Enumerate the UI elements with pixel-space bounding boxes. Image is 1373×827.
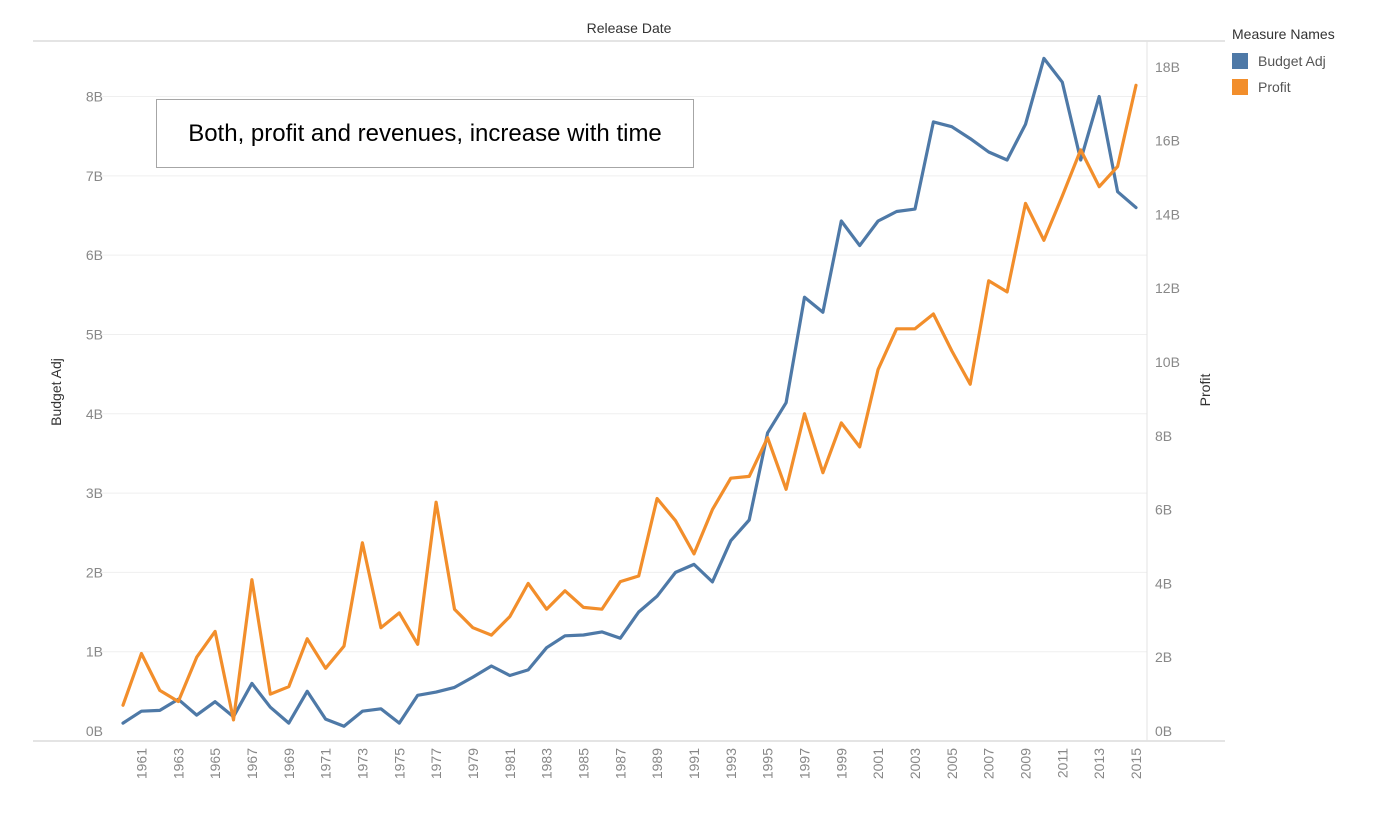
right-tick-label: 8B bbox=[1155, 428, 1172, 444]
series-lines bbox=[121, 56, 1138, 728]
left-tick-label: 7B bbox=[86, 168, 103, 184]
legend-item-budget-adj[interactable]: Budget Adj bbox=[1232, 48, 1335, 74]
right-tick-label: 2B bbox=[1155, 649, 1172, 665]
x-tick-label: 2015 bbox=[1128, 748, 1144, 779]
x-tick-label: 1969 bbox=[281, 748, 297, 779]
x-tick-label: 1999 bbox=[833, 748, 849, 779]
gridlines bbox=[100, 96, 1147, 653]
x-tick-label: 1971 bbox=[318, 748, 334, 779]
right-tick-label: 12B bbox=[1155, 280, 1180, 296]
right-tick-label: 16B bbox=[1155, 133, 1180, 149]
legend-title: Measure Names bbox=[1232, 26, 1335, 42]
chart-title: Release Date bbox=[587, 20, 672, 36]
legend-label-budget-adj: Budget Adj bbox=[1258, 53, 1326, 69]
right-tick-label: 0B bbox=[1155, 723, 1172, 739]
x-tick-label: 2001 bbox=[870, 748, 886, 779]
left-tick-label: 1B bbox=[86, 644, 103, 660]
legend-item-profit[interactable]: Profit bbox=[1232, 74, 1335, 100]
x-tick-label: 1995 bbox=[760, 748, 776, 779]
left-tick-label: 2B bbox=[86, 564, 103, 580]
x-tick-label: 1973 bbox=[354, 748, 370, 779]
x-tick-label: 1991 bbox=[686, 748, 702, 779]
right-tick-label: 4B bbox=[1155, 575, 1172, 591]
x-tick-label: 1981 bbox=[502, 748, 518, 779]
x-tick-label: 1997 bbox=[796, 748, 812, 779]
x-tick-label: 2003 bbox=[907, 748, 923, 779]
series-line-profit[interactable] bbox=[121, 83, 1138, 722]
x-tick-label: 2007 bbox=[981, 748, 997, 779]
x-tick-label: 2013 bbox=[1091, 748, 1107, 779]
x-tick-label: 1979 bbox=[465, 748, 481, 779]
right-axis-ticks: 0B 2B 4B 6B 8B 10B 12B 14B 16B 18B bbox=[1155, 59, 1180, 739]
right-tick-label: 18B bbox=[1155, 59, 1180, 75]
left-axis-ticks: 0B 1B 2B 3B 4B 5B 6B 7B 8B bbox=[86, 89, 103, 739]
right-tick-label: 6B bbox=[1155, 502, 1172, 518]
x-tick-label: 1977 bbox=[428, 748, 444, 779]
legend-label-profit: Profit bbox=[1258, 79, 1291, 95]
x-tick-label: 1963 bbox=[170, 748, 186, 779]
x-tick-label: 2005 bbox=[944, 748, 960, 779]
right-axis-title: Profit bbox=[1197, 374, 1213, 407]
left-tick-label: 4B bbox=[86, 406, 103, 422]
x-tick-label: 1965 bbox=[207, 748, 223, 779]
x-tick-label: 1985 bbox=[575, 748, 591, 779]
left-tick-label: 8B bbox=[86, 89, 103, 105]
x-tick-label: 1989 bbox=[649, 748, 665, 779]
legend-swatch-budget-adj bbox=[1232, 53, 1248, 69]
left-tick-label: 0B bbox=[86, 723, 103, 739]
x-tick-label: 1993 bbox=[723, 748, 739, 779]
right-tick-label: 10B bbox=[1155, 354, 1180, 370]
x-tick-label: 1987 bbox=[612, 748, 628, 779]
x-axis-ticks: 1961 1963 1965 1967 1969 1971 1973 1975 1977 1979… bbox=[133, 748, 1144, 779]
x-tick-label: 1983 bbox=[539, 748, 555, 779]
x-tick-label: 1967 bbox=[244, 748, 260, 779]
legend: Measure Names Budget Adj Profit bbox=[1232, 26, 1335, 100]
x-tick-label: 2011 bbox=[1054, 748, 1070, 778]
x-tick-label: 1975 bbox=[391, 748, 407, 779]
left-axis-title: Budget Adj bbox=[48, 358, 64, 426]
right-tick-label: 14B bbox=[1155, 206, 1180, 222]
legend-swatch-profit bbox=[1232, 79, 1248, 95]
x-tick-label: 2009 bbox=[1017, 748, 1033, 779]
left-tick-label: 6B bbox=[86, 247, 103, 263]
chart-annotation: Both, profit and revenues, increase with… bbox=[156, 99, 694, 168]
x-tick-label: 1961 bbox=[133, 748, 149, 779]
series-line-budget-adj[interactable] bbox=[121, 56, 1138, 728]
left-tick-label: 5B bbox=[86, 326, 103, 342]
left-tick-label: 3B bbox=[86, 485, 103, 501]
